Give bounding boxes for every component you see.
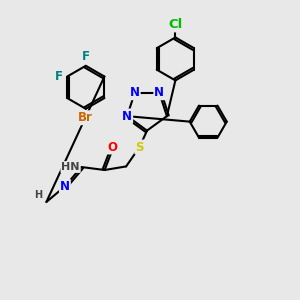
Text: S: S bbox=[135, 140, 144, 154]
Text: O: O bbox=[107, 140, 117, 154]
Text: N: N bbox=[122, 110, 132, 123]
Text: N: N bbox=[154, 86, 164, 99]
Text: F: F bbox=[55, 70, 63, 83]
Text: HN: HN bbox=[61, 162, 80, 172]
Text: N: N bbox=[130, 86, 140, 99]
Text: N: N bbox=[122, 110, 132, 123]
Text: Cl: Cl bbox=[168, 18, 182, 32]
Text: F: F bbox=[82, 50, 90, 63]
Text: Br: Br bbox=[78, 111, 93, 124]
Text: H: H bbox=[34, 190, 42, 200]
Text: N: N bbox=[60, 180, 70, 193]
